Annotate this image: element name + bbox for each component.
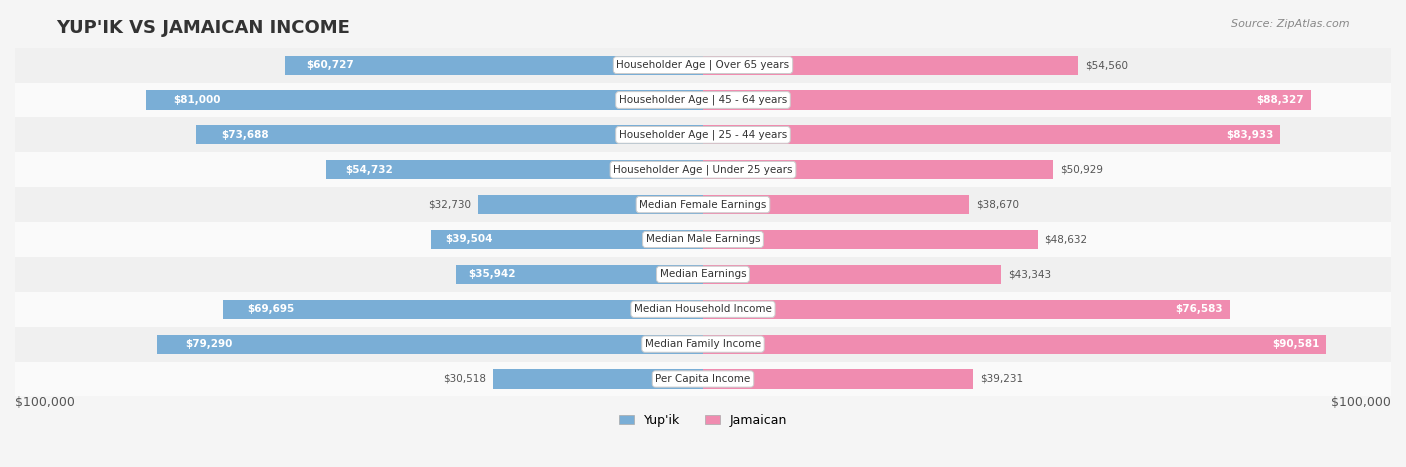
Text: $69,695: $69,695	[247, 304, 295, 314]
Text: $30,518: $30,518	[443, 374, 486, 384]
Bar	[224, 300, 703, 319]
Bar	[146, 91, 703, 110]
Text: Median Household Income: Median Household Income	[634, 304, 772, 314]
Text: Source: ZipAtlas.com: Source: ZipAtlas.com	[1232, 19, 1350, 28]
Bar	[703, 56, 1078, 75]
Text: $100,000: $100,000	[15, 396, 75, 410]
Bar	[703, 125, 1281, 144]
Bar	[15, 152, 1391, 187]
Bar	[15, 292, 1391, 327]
Text: $39,504: $39,504	[444, 234, 492, 245]
Text: $48,632: $48,632	[1045, 234, 1088, 245]
Text: YUP'IK VS JAMAICAN INCOME: YUP'IK VS JAMAICAN INCOME	[56, 19, 350, 37]
Bar	[456, 265, 703, 284]
Text: $54,732: $54,732	[346, 165, 394, 175]
Text: Householder Age | 25 - 44 years: Householder Age | 25 - 44 years	[619, 130, 787, 140]
Bar	[15, 48, 1391, 83]
Text: $73,688: $73,688	[221, 130, 269, 140]
Bar	[157, 334, 703, 354]
Text: $32,730: $32,730	[427, 199, 471, 210]
Text: $81,000: $81,000	[173, 95, 221, 105]
Text: $83,933: $83,933	[1226, 130, 1274, 140]
Text: $76,583: $76,583	[1175, 304, 1223, 314]
Text: $60,727: $60,727	[307, 60, 354, 70]
Bar	[15, 187, 1391, 222]
Bar	[285, 56, 703, 75]
Bar	[195, 125, 703, 144]
Text: Median Family Income: Median Family Income	[645, 339, 761, 349]
Text: $79,290: $79,290	[184, 339, 232, 349]
Text: $39,231: $39,231	[980, 374, 1024, 384]
Text: Per Capita Income: Per Capita Income	[655, 374, 751, 384]
Bar	[15, 222, 1391, 257]
Text: Median Male Earnings: Median Male Earnings	[645, 234, 761, 245]
Bar	[703, 230, 1038, 249]
Text: $90,581: $90,581	[1272, 339, 1319, 349]
Bar	[703, 265, 1001, 284]
Text: Householder Age | Under 25 years: Householder Age | Under 25 years	[613, 164, 793, 175]
Bar	[703, 91, 1310, 110]
Bar	[703, 300, 1230, 319]
Bar	[432, 230, 703, 249]
Text: $35,942: $35,942	[468, 269, 516, 279]
Bar	[703, 160, 1053, 179]
Bar	[703, 195, 969, 214]
Bar	[478, 195, 703, 214]
Text: $43,343: $43,343	[1008, 269, 1052, 279]
Bar	[15, 83, 1391, 117]
Bar	[15, 361, 1391, 396]
Text: $88,327: $88,327	[1256, 95, 1303, 105]
Text: $100,000: $100,000	[1331, 396, 1391, 410]
Bar	[494, 369, 703, 389]
Text: Householder Age | Over 65 years: Householder Age | Over 65 years	[616, 60, 790, 71]
Legend: Yup'ik, Jamaican: Yup'ik, Jamaican	[613, 409, 793, 432]
Bar	[703, 334, 1326, 354]
Bar	[15, 257, 1391, 292]
Bar	[15, 327, 1391, 361]
Text: Median Earnings: Median Earnings	[659, 269, 747, 279]
Bar	[703, 369, 973, 389]
Text: $54,560: $54,560	[1085, 60, 1128, 70]
Bar	[326, 160, 703, 179]
Text: Householder Age | 45 - 64 years: Householder Age | 45 - 64 years	[619, 95, 787, 105]
Text: $50,929: $50,929	[1060, 165, 1104, 175]
Text: $38,670: $38,670	[976, 199, 1019, 210]
Text: Median Female Earnings: Median Female Earnings	[640, 199, 766, 210]
Bar	[15, 117, 1391, 152]
